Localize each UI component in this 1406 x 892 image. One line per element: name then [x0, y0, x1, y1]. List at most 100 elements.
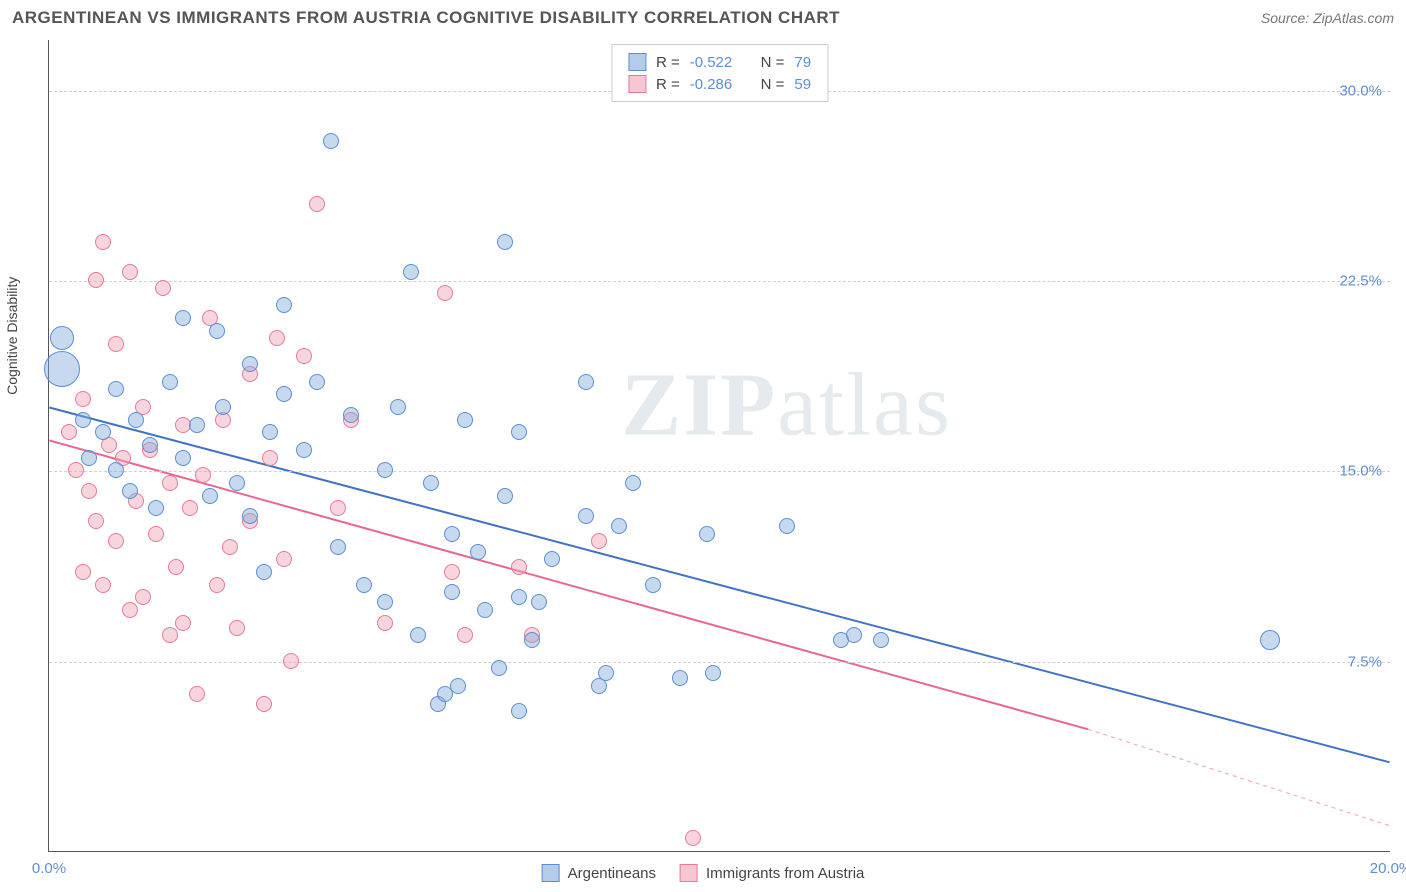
swatch-blue [628, 53, 646, 71]
scatter-point [168, 559, 184, 575]
source-credit: Source: ZipAtlas.com [1261, 10, 1394, 26]
scatter-point [75, 391, 91, 407]
scatter-point [81, 483, 97, 499]
scatter-point [50, 326, 74, 350]
scatter-point [44, 351, 80, 387]
scatter-point [524, 632, 540, 648]
scatter-point [209, 323, 225, 339]
scatter-point [497, 234, 513, 250]
y-tick-label: 30.0% [1339, 82, 1382, 99]
scatter-point [122, 264, 138, 280]
scatter-point [242, 356, 258, 372]
scatter-point [81, 450, 97, 466]
swatch-pink [628, 75, 646, 93]
scatter-point [779, 518, 795, 534]
scatter-point [262, 450, 278, 466]
scatter-point [148, 526, 164, 542]
chart-area: ZIPatlas 7.5%15.0%22.5%30.0%0.0%20.0% R … [48, 40, 1390, 852]
scatter-point [88, 272, 104, 288]
scatter-point [410, 627, 426, 643]
scatter-point [330, 539, 346, 555]
scatter-point [699, 526, 715, 542]
legend-label: Immigrants from Austria [706, 865, 864, 882]
scatter-point [209, 577, 225, 593]
scatter-point [189, 686, 205, 702]
y-axis-label: Cognitive Disability [4, 277, 20, 395]
scatter-point [511, 559, 527, 575]
scatter-point [202, 488, 218, 504]
scatter-point [1260, 630, 1280, 650]
scatter-point [578, 508, 594, 524]
gridline [49, 471, 1390, 472]
legend-item-austria: Immigrants from Austria [680, 864, 864, 882]
scatter-point [135, 589, 151, 605]
scatter-point [256, 696, 272, 712]
scatter-point [511, 424, 527, 440]
scatter-point [437, 285, 453, 301]
scatter-point [283, 653, 299, 669]
scatter-point [229, 475, 245, 491]
scatter-point [309, 196, 325, 212]
scatter-point [229, 620, 245, 636]
scatter-point [377, 594, 393, 610]
scatter-point [511, 589, 527, 605]
scatter-point [477, 602, 493, 618]
scatter-point [108, 462, 124, 478]
scatter-point [377, 615, 393, 631]
scatter-point [68, 462, 84, 478]
scatter-point [242, 508, 258, 524]
plot-area: ZIPatlas 7.5%15.0%22.5%30.0%0.0%20.0% [49, 40, 1390, 851]
scatter-point [591, 533, 607, 549]
header: ARGENTINEAN VS IMMIGRANTS FROM AUSTRIA C… [12, 8, 1394, 28]
scatter-point [128, 412, 144, 428]
scatter-point [444, 526, 460, 542]
scatter-point [450, 678, 466, 694]
scatter-point [296, 442, 312, 458]
scatter-point [162, 475, 178, 491]
scatter-point [531, 594, 547, 610]
y-tick-label: 15.0% [1339, 463, 1382, 480]
scatter-point [222, 539, 238, 555]
scatter-point [175, 310, 191, 326]
scatter-point [356, 577, 372, 593]
scatter-point [390, 399, 406, 415]
scatter-point [61, 424, 77, 440]
scatter-point [189, 417, 205, 433]
scatter-point [611, 518, 627, 534]
y-tick-label: 22.5% [1339, 273, 1382, 290]
scatter-point [195, 467, 211, 483]
scatter-point [175, 450, 191, 466]
scatter-point [215, 399, 231, 415]
scatter-point [162, 374, 178, 390]
scatter-point [309, 374, 325, 390]
scatter-point [122, 602, 138, 618]
x-tick-label: 0.0% [32, 860, 66, 877]
scatter-point [323, 133, 339, 149]
scatter-point [108, 336, 124, 352]
legend-label: Argentineans [568, 865, 656, 882]
gridline [49, 662, 1390, 663]
scatter-point [148, 500, 164, 516]
scatter-point [95, 424, 111, 440]
legend: Argentineans Immigrants from Austria [542, 864, 865, 882]
scatter-point [162, 627, 178, 643]
scatter-point [95, 577, 111, 593]
scatter-point [457, 627, 473, 643]
legend-item-argentineans: Argentineans [542, 864, 656, 882]
trend-lines [49, 40, 1390, 851]
scatter-point [276, 386, 292, 402]
scatter-point [276, 551, 292, 567]
scatter-point [645, 577, 661, 593]
scatter-point [873, 632, 889, 648]
scatter-point [108, 381, 124, 397]
y-tick-label: 7.5% [1348, 653, 1382, 670]
stats-row-austria: R = -0.286 N = 59 [628, 73, 811, 95]
scatter-point [343, 407, 359, 423]
scatter-point [846, 627, 862, 643]
scatter-point [108, 533, 124, 549]
scatter-point [444, 584, 460, 600]
scatter-point [95, 234, 111, 250]
scatter-point [155, 280, 171, 296]
chart-title: ARGENTINEAN VS IMMIGRANTS FROM AUSTRIA C… [12, 8, 840, 28]
stats-box: R = -0.522 N = 79 R = -0.286 N = 59 [611, 44, 828, 102]
